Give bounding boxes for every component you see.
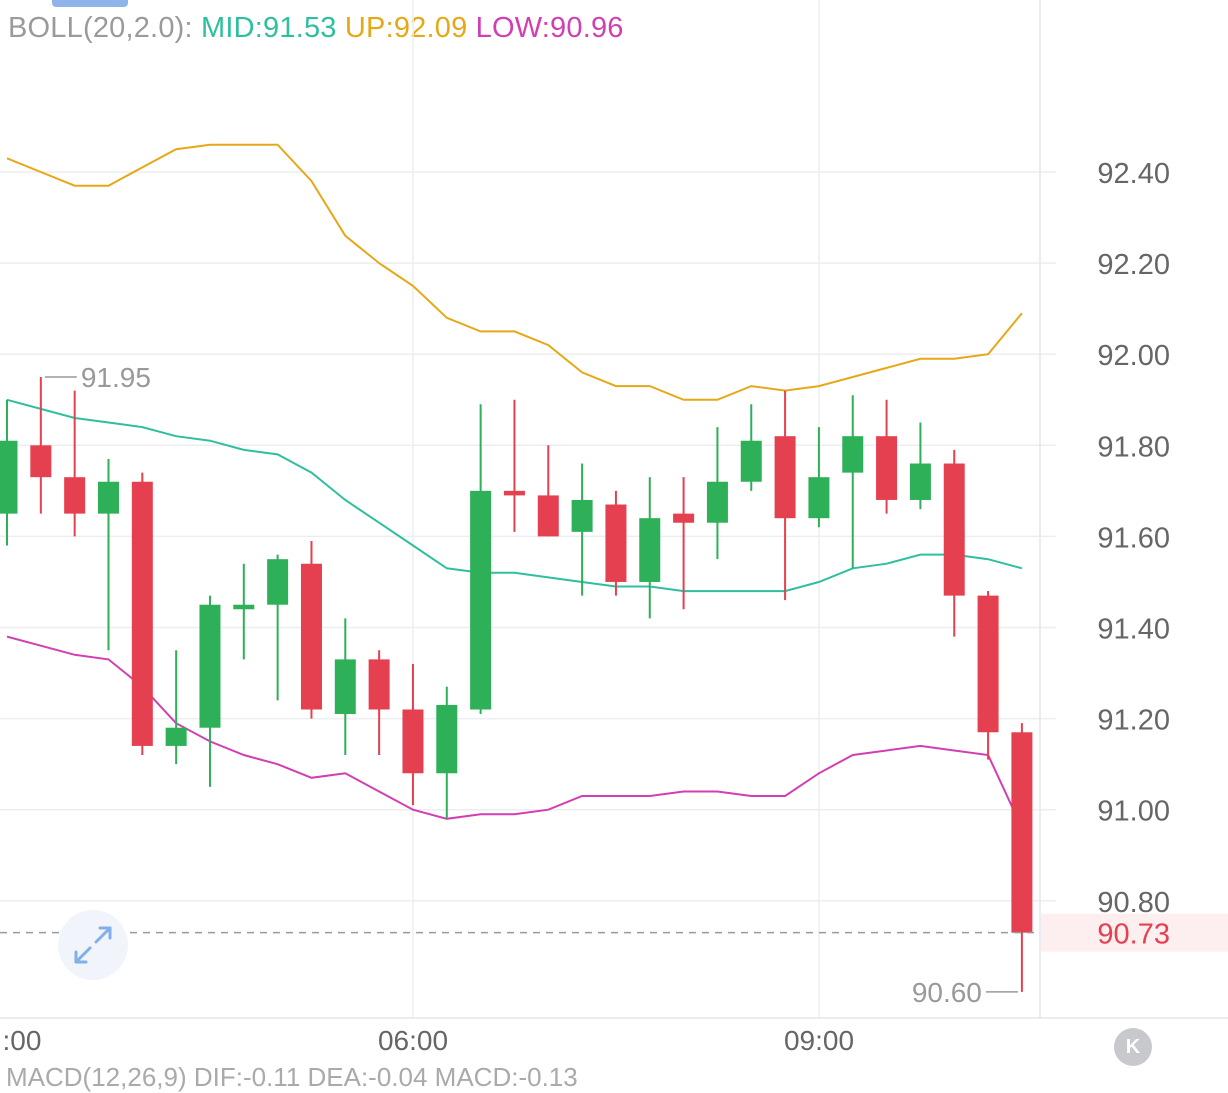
candle-body [503,490,525,496]
candle-body [131,481,153,746]
boll-low-value: LOW:90.96 [475,12,624,44]
boll-legend: BOLL(20,2.0): MID:91.53 UP:92.09 LOW:90.… [8,12,624,45]
x-tick-label: :00 [3,1025,42,1056]
candle-body [233,604,255,610]
candle-body [402,709,424,774]
candle-body [334,659,356,715]
y-tick-label: 91.60 [1097,522,1170,554]
candle-body [639,518,661,582]
candle-body [165,727,187,746]
boll-up-line [6,143,1023,401]
macd-legend: MACD(12,26,9) DIF:-0.11 DEA:-0.04 MACD:-… [6,1062,578,1092]
boll-label: BOLL(20,2.0): [8,12,193,44]
x-tick-label: 09:00 [784,1025,854,1056]
expand-button[interactable] [58,910,128,980]
candle-body [740,440,762,482]
y-tick-label: 91.20 [1097,705,1170,737]
boll-low-line [6,635,1023,829]
low-marker-label: 90.60 [912,977,982,1008]
current-price-label: 90.73 [1097,919,1170,951]
y-tick-label: 92.40 [1097,158,1170,190]
candle-body [706,481,728,523]
candle-body [97,481,119,514]
candle-body [30,445,52,478]
boll-up-value: UP:92.09 [344,12,468,44]
candle-body [774,436,796,519]
candle-body [436,704,458,774]
candle-body [267,559,289,605]
candle-body [909,463,931,500]
y-tick-label: 91.40 [1097,614,1170,646]
candle-body [0,440,18,514]
candle-body [300,563,322,710]
y-tick-label: 92.20 [1097,249,1170,281]
y-tick-label: 90.80 [1097,887,1170,919]
candle-body [368,659,390,710]
candle-body [64,477,86,514]
candle-body [808,477,830,519]
boll-mid-line [6,398,1023,593]
candle-body [470,490,492,710]
candle-body [673,513,695,523]
candle-body [537,495,559,537]
tab-indicator [52,0,128,7]
candle-body [943,463,965,596]
y-tick-label: 92.00 [1097,340,1170,372]
candle-body [199,604,221,728]
candle-body [876,436,898,500]
candle-body [842,436,864,473]
expand-icon [74,926,112,964]
high-marker-label: 91.95 [81,362,151,393]
boll-mid-value: MID:91.53 [201,12,337,44]
y-tick-label: 91.80 [1097,431,1170,463]
candle-body [1011,732,1033,933]
candle-body [605,504,627,582]
x-tick-label: 06:00 [378,1025,448,1056]
k-line-button[interactable]: K [1114,1028,1152,1066]
candle-body [571,499,593,532]
candle-body [977,595,999,733]
y-tick-label: 91.00 [1097,796,1170,828]
current-price-badge [1041,913,1228,952]
